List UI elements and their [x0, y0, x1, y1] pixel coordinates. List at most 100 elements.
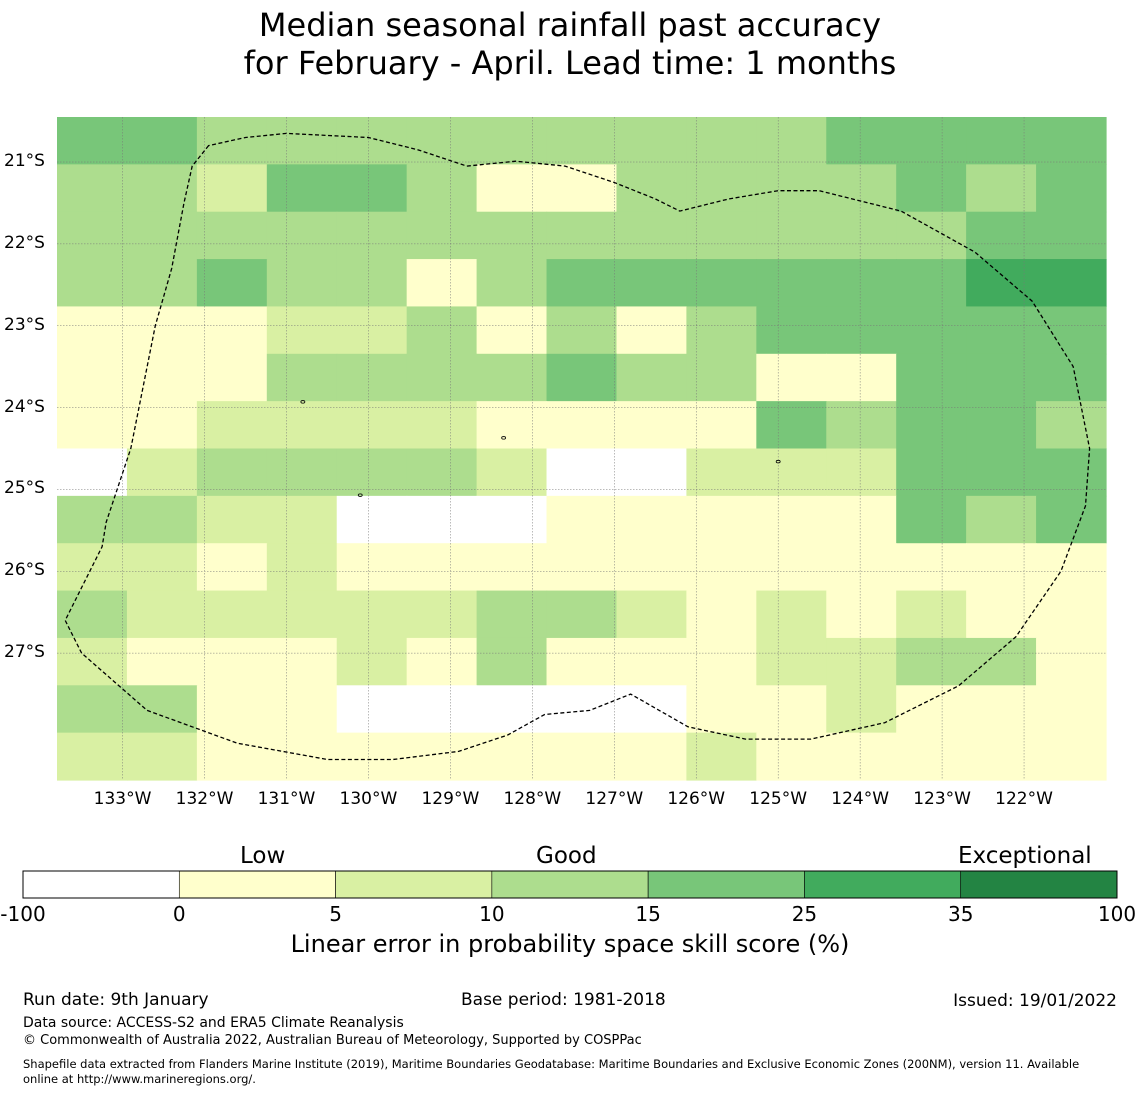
- grid-cell: [546, 495, 618, 544]
- grid-cell: [966, 164, 1037, 213]
- grid-cell: [616, 637, 687, 686]
- grid-cell: [756, 306, 827, 355]
- grid-cell: [896, 353, 967, 402]
- colorbar-segment: [804, 870, 962, 899]
- grid-cell: [266, 732, 338, 781]
- longitude-tick-label: 123°W: [913, 789, 971, 809]
- colorbar-label: Linear error in probability space skill …: [290, 930, 850, 958]
- grid-cell: [686, 353, 757, 402]
- grid-cell: [896, 211, 967, 260]
- grid-cell: [1036, 637, 1107, 686]
- latitude-tick-label: 23°S: [4, 314, 45, 335]
- colorbar-tick-label: 0: [172, 902, 186, 926]
- grid-cell: [57, 306, 128, 355]
- grid-cell: [546, 637, 618, 686]
- grid-cell: [616, 353, 687, 402]
- latitude-tick-label: 25°S: [4, 478, 45, 499]
- grid-cell: [336, 211, 408, 260]
- colorbar-category-low: Low: [240, 843, 286, 869]
- grid-cell: [266, 637, 338, 686]
- longitude-tick-label: 127°W: [585, 789, 644, 809]
- grid-cell: [896, 543, 967, 592]
- chart-title: Median seasonal rainfall past accuracy f…: [0, 6, 1140, 82]
- run-date: Run date: 9th January: [23, 990, 209, 1010]
- grid-cell: [896, 117, 967, 165]
- grid-cell: [896, 637, 967, 686]
- grid-cell: [756, 685, 827, 734]
- skill-grid: [57, 117, 1107, 781]
- grid-cell: [57, 259, 128, 308]
- colorbar-category-exceptional: Exceptional: [958, 843, 1092, 869]
- grid-cell: [336, 117, 408, 165]
- grid-cell: [896, 685, 967, 734]
- grid-cell: [966, 117, 1037, 165]
- grid-cell: [896, 448, 967, 497]
- grid-cell: [266, 353, 338, 402]
- grid-cell: [546, 211, 618, 260]
- colorbar-tick-label: 5: [329, 902, 342, 926]
- grid-cell: [126, 685, 198, 734]
- grid-cell: [476, 164, 548, 213]
- grid-cell: [336, 306, 408, 355]
- grid-cell: [826, 259, 897, 308]
- grid-cell: [406, 590, 478, 639]
- longitude-tick-label: 131°W: [257, 789, 316, 809]
- grid-cell: [966, 448, 1037, 497]
- colorbar-segment: [178, 870, 336, 899]
- latitude-tick-label: 21°S: [4, 151, 45, 172]
- grid-cell: [126, 732, 198, 781]
- grid-cell: [196, 732, 268, 781]
- issued-date: Issued: 19/01/2022: [953, 991, 1117, 1011]
- grid-cell: [266, 211, 338, 260]
- grid-cell: [686, 495, 757, 544]
- grid-cell: [966, 353, 1037, 402]
- grid-cell: [826, 353, 897, 402]
- grid-cell: [686, 732, 757, 781]
- shapefile-credit-line2: online at http://www.marineregions.org/.: [23, 1072, 256, 1086]
- longitude-tick-label: 130°W: [339, 789, 398, 809]
- grid-cell: [686, 164, 757, 213]
- grid-cell: [266, 401, 338, 450]
- grid-cell: [266, 306, 338, 355]
- grid-cell: [196, 259, 268, 308]
- grid-cell: [546, 117, 618, 165]
- grid-cell: [336, 732, 408, 781]
- longitude-tick-label: 132°W: [175, 789, 234, 809]
- grid-cell: [126, 401, 198, 450]
- grid-cell: [406, 211, 478, 260]
- chart-title-line2: for February - April. Lead time: 1 month…: [243, 44, 897, 82]
- grid-cell: [336, 495, 408, 544]
- grid-cell: [476, 353, 548, 402]
- colorbar-outline: [22, 870, 1118, 899]
- grid-cell: [336, 164, 408, 213]
- grid-cell: [336, 401, 408, 450]
- grid-cell: [406, 495, 478, 544]
- grid-cell: [476, 448, 548, 497]
- colorbar-segment: [22, 870, 180, 899]
- grid-cell: [57, 495, 128, 544]
- grid-cell: [756, 448, 827, 497]
- grid-cell: [196, 164, 268, 213]
- longitude-tick-label: 125°W: [749, 789, 808, 809]
- grid-cell: [756, 164, 827, 213]
- grid-cell: [546, 353, 618, 402]
- grid-cell: [1036, 401, 1107, 450]
- grid-cell: [57, 211, 128, 260]
- grid-cell: [266, 448, 338, 497]
- grid-cell: [476, 211, 548, 260]
- grid-cell: [616, 164, 687, 213]
- eez-boundary: [64, 132, 1091, 761]
- grid-cell: [196, 448, 268, 497]
- graticule: [57, 117, 1106, 780]
- grid-cell: [476, 732, 548, 781]
- grid-cell: [196, 353, 268, 402]
- grid-cell: [126, 211, 198, 260]
- grid-cell: [476, 495, 548, 544]
- grid-cell: [406, 401, 478, 450]
- grid-cell: [896, 732, 967, 781]
- grid-cell: [57, 164, 128, 213]
- grid-cell: [826, 448, 897, 497]
- latitude-tick-label: 22°S: [4, 232, 45, 253]
- colorbar-segment: [491, 870, 649, 899]
- grid-cell: [406, 117, 478, 165]
